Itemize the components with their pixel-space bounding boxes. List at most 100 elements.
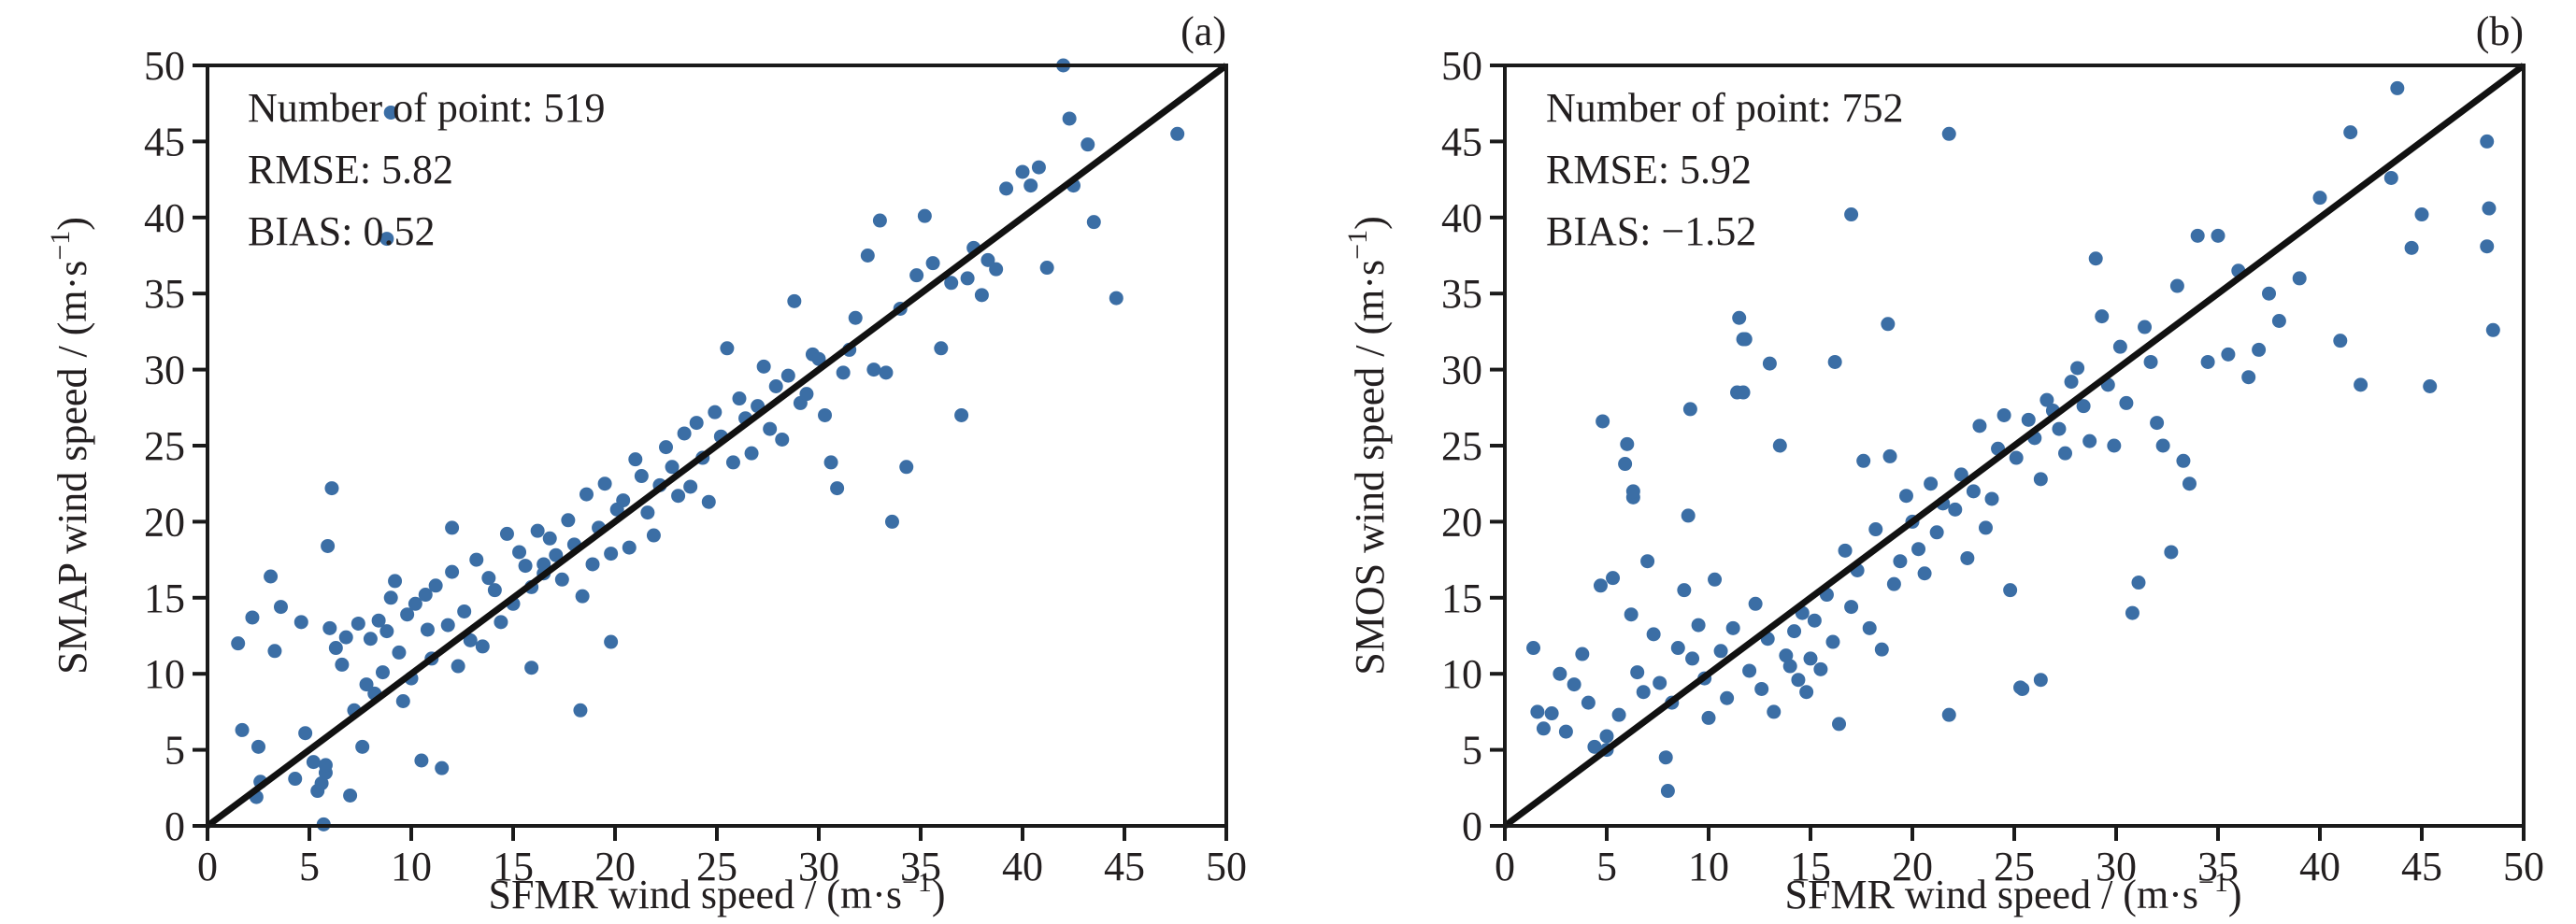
data-point [487, 583, 502, 598]
data-point [1062, 111, 1077, 126]
stat-bias: BIAS: −1.52 [1546, 208, 1756, 254]
data-point [1827, 354, 1842, 369]
data-point [811, 351, 826, 366]
data-point [1874, 642, 1889, 657]
data-point [671, 489, 686, 504]
data-point [1984, 491, 1999, 506]
data-point [2082, 434, 2097, 448]
panel-b: (b) 0 5 10 15 20 25 30 35 40 45 50 0 5 10 15 20 25 30 35 4… [1342, 8, 2544, 917]
data-point [1708, 572, 1723, 587]
data-point [2039, 392, 2054, 407]
data-point [1596, 414, 1610, 429]
y-tick-label: 35 [144, 271, 185, 317]
data-point [1893, 554, 1908, 569]
data-point [463, 633, 478, 647]
y-tick-label: 50 [144, 43, 185, 89]
data-point [1170, 126, 1185, 141]
data-point [1941, 707, 1956, 722]
data-point [408, 596, 422, 611]
data-point [1023, 178, 1038, 193]
data-point [1862, 620, 1877, 635]
data-point [524, 661, 539, 675]
x-tick-label: 20 [594, 844, 636, 889]
data-point [512, 545, 527, 560]
data-point [836, 365, 851, 380]
data-point [267, 644, 282, 659]
x-tick-label: 35 [2197, 844, 2239, 889]
data-point [420, 622, 435, 637]
data-point [1803, 651, 1818, 666]
data-point [542, 531, 557, 546]
data-point [264, 569, 279, 584]
data-point [1670, 641, 1685, 656]
x-tick-label: 0 [197, 844, 218, 889]
data-point [1787, 624, 1802, 639]
data-point [2390, 80, 2405, 95]
data-point [866, 362, 881, 377]
data-point [925, 256, 940, 271]
data-point [1086, 215, 1101, 230]
data-point [2107, 438, 2122, 453]
data-point [363, 632, 378, 647]
data-point [917, 208, 932, 223]
x-tick-label: 5 [1596, 844, 1617, 889]
data-point [1754, 681, 1769, 696]
data-point [879, 365, 894, 380]
data-point [1611, 707, 1626, 722]
data-point [1080, 137, 1095, 152]
y-tick-label: 15 [1441, 576, 1482, 621]
data-point [2354, 377, 2368, 392]
data-point [1856, 453, 1871, 468]
data-point [799, 387, 814, 402]
data-point [2150, 416, 2165, 431]
data-point [2076, 399, 2091, 414]
data-point [537, 557, 551, 572]
data-point [1978, 520, 1993, 535]
data-point [768, 379, 783, 394]
data-point [355, 739, 370, 754]
data-point [1732, 310, 1747, 325]
data-point [314, 775, 329, 790]
data-point [1791, 673, 1806, 688]
data-point [1911, 542, 1926, 557]
data-point [1924, 476, 1939, 491]
x-tick-label: 5 [299, 844, 320, 889]
data-point [400, 607, 415, 622]
data-point [1677, 583, 1692, 598]
data-point [2138, 320, 2153, 334]
x-tick-label: 40 [1002, 844, 1043, 889]
y-tick-label: 20 [1441, 499, 1482, 545]
stat-rmse: RMSE: 5.92 [1546, 147, 1752, 192]
x-tick-label: 10 [391, 844, 432, 889]
data-point [1779, 648, 1794, 663]
x-tick-label: 15 [1790, 844, 1831, 889]
data-point [2480, 239, 2495, 254]
y-tick-label: 30 [1441, 348, 1482, 393]
data-point [306, 755, 321, 770]
scatter-points [231, 58, 1185, 832]
data-point [1593, 578, 1608, 593]
data-point [989, 262, 1004, 277]
data-point [597, 476, 612, 491]
data-point [1941, 126, 1956, 141]
data-point [2190, 228, 2205, 243]
data-point [2033, 673, 2048, 688]
data-point [2013, 680, 2028, 695]
data-point [1575, 647, 1590, 661]
data-point [549, 547, 564, 562]
data-point [379, 624, 394, 639]
data-point [2482, 201, 2497, 216]
data-point [1031, 160, 1046, 175]
y-tick-label: 10 [1441, 651, 1482, 697]
data-point [2052, 421, 2067, 436]
y-tick-label: 25 [1441, 423, 1482, 469]
data-point [561, 513, 576, 528]
data-point [1868, 522, 1883, 537]
data-point [457, 604, 472, 618]
data-point [2241, 370, 2256, 385]
data-point [231, 636, 246, 651]
data-point [708, 405, 723, 419]
data-point [335, 657, 350, 672]
data-point [823, 455, 838, 470]
